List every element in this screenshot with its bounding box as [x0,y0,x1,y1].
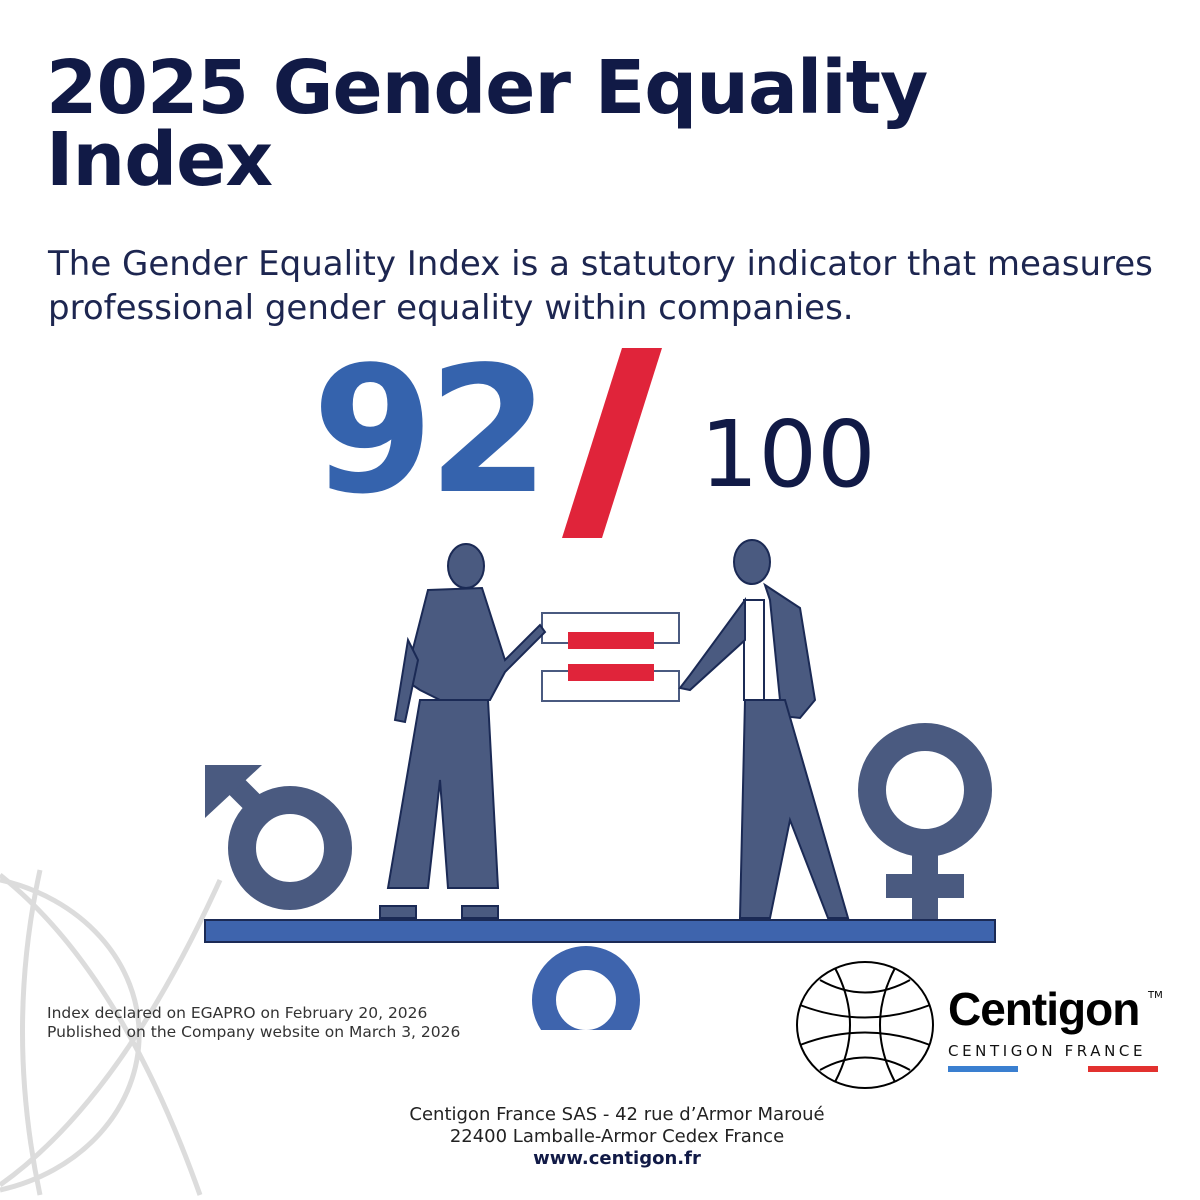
equals-icon [541,612,680,702]
score-value: 92 [312,330,550,533]
website-link[interactable]: www.centigon.fr [533,1148,701,1169]
gender-equality-illustration [204,539,996,1030]
flag-bar-red [1088,1066,1158,1072]
man-figure [678,539,850,919]
address-line-1: Centigon France SAS - 42 rue d’Armor Mar… [409,1104,825,1125]
declaration-line-2: Published on the Company website on Marc… [47,1023,461,1041]
centigon-logo-icon [796,961,934,1089]
logo-trademark: TM [1148,990,1163,1001]
male-symbol-icon [205,765,352,910]
female-symbol-icon [858,723,992,920]
logo-subtitle: CENTIGON FRANCE [948,1042,1147,1060]
score-slash [562,348,662,538]
declaration-line-1: Index declared on EGAPRO on February 20,… [47,1004,428,1022]
woman-figure [379,543,547,919]
score-max: 100 [700,401,876,508]
footer-address: Centigon France SAS - 42 rue d’Armor Mar… [0,1104,1200,1170]
background-globe-decoration [0,869,223,1196]
page-subtitle: The Gender Equality Index is a statutory… [48,244,1153,328]
logo-name: Centigon [948,983,1140,1035]
address-line-2: 22400 Lamballe-Armor Cedex France [449,1126,785,1147]
declaration-info: Index declared on EGAPRO on February 20,… [47,1004,460,1042]
seesaw-icon [204,919,996,1030]
flag-bar-blue [948,1066,1018,1072]
page-title: 2025 Gender Equality Index [46,45,928,203]
